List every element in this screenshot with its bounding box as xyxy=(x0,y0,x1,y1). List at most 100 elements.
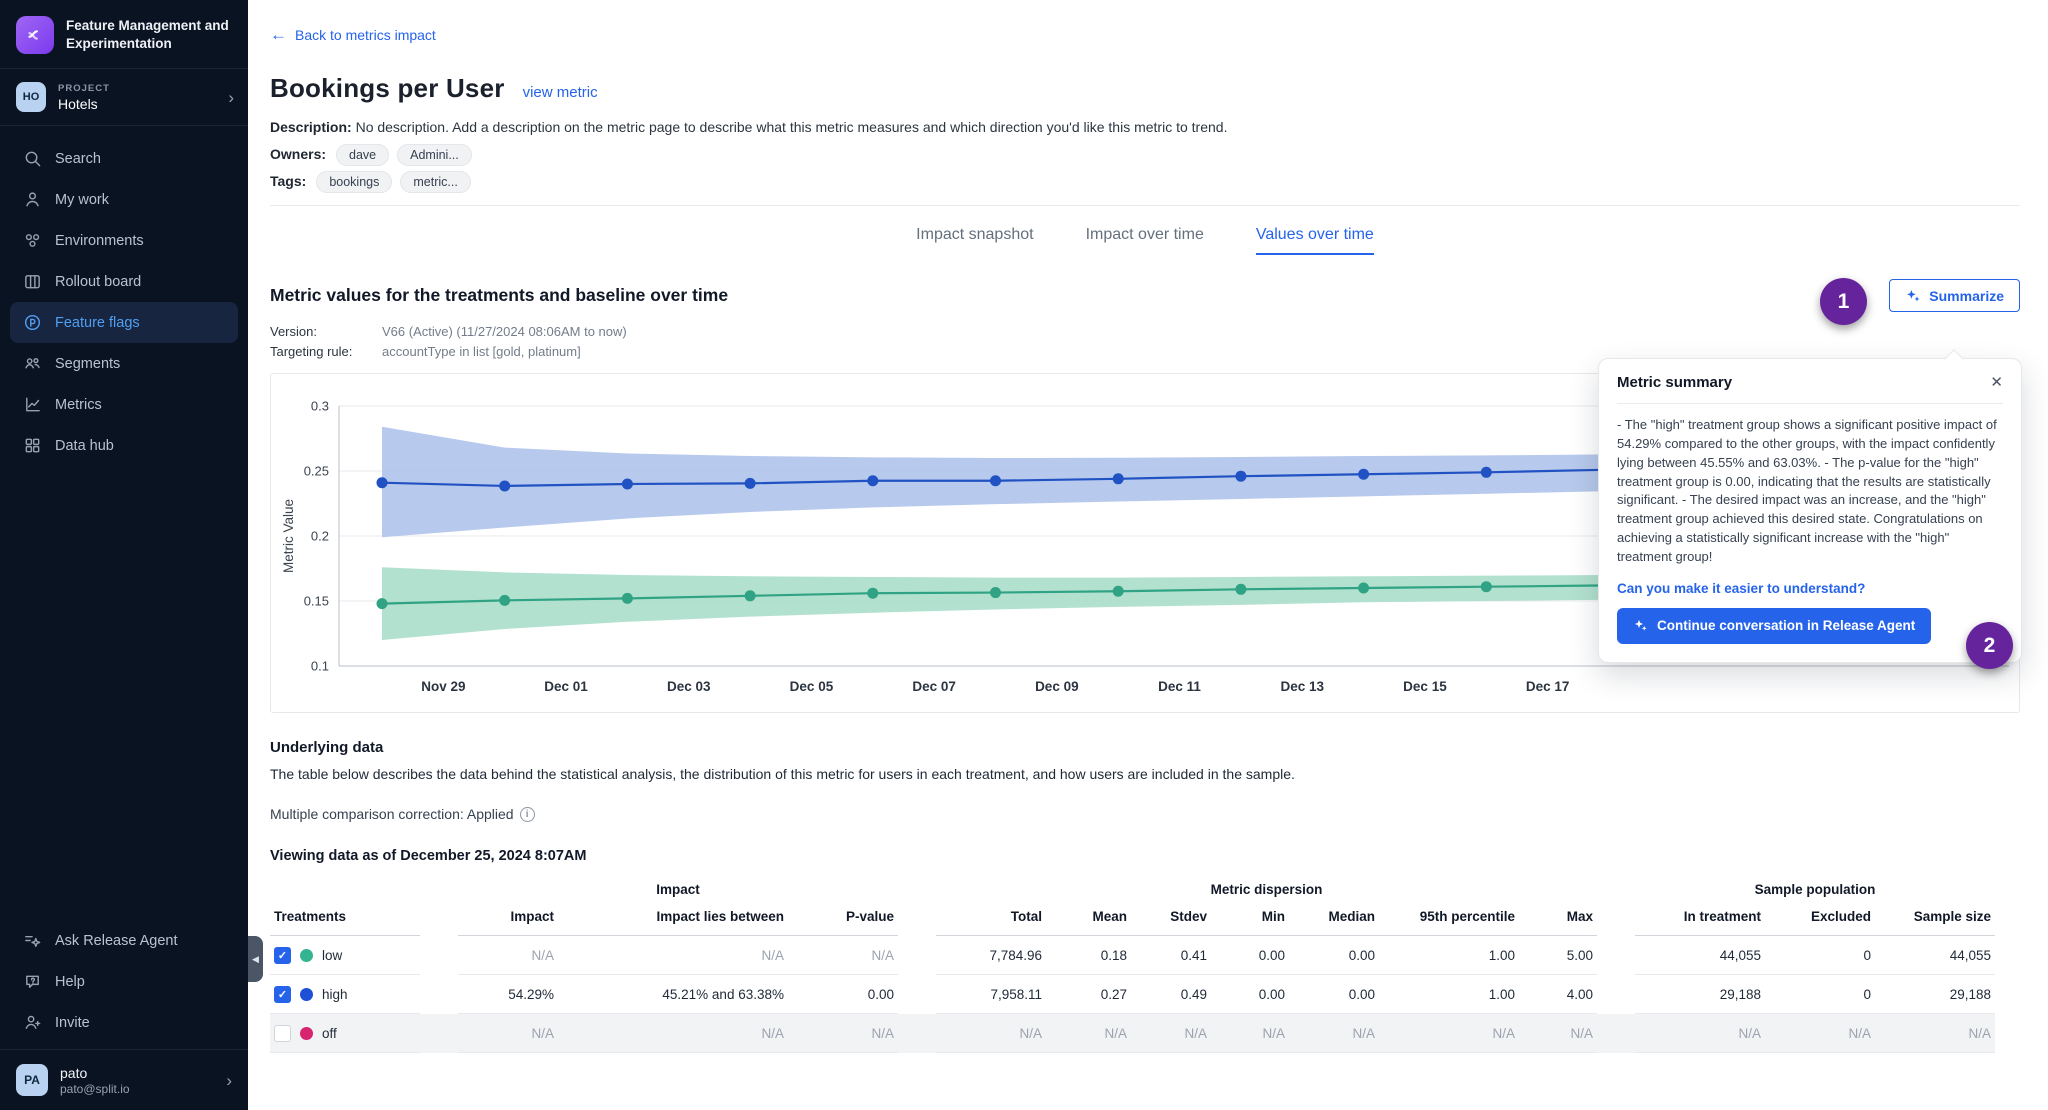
column-header-max: Max xyxy=(1519,909,1597,936)
sidebar-item-my-work[interactable]: My work xyxy=(10,179,238,220)
tag-chip[interactable]: bookings xyxy=(316,171,393,193)
svg-text:0.25: 0.25 xyxy=(304,464,329,479)
close-icon[interactable]: ✕ xyxy=(1990,374,2003,391)
table-cell: 0.18 xyxy=(1046,935,1131,975)
svg-text:Dec 17: Dec 17 xyxy=(1526,679,1570,694)
sidebar-item-search[interactable]: Search xyxy=(10,138,238,179)
divider xyxy=(0,68,248,69)
svg-text:0.1: 0.1 xyxy=(311,659,329,674)
annotation-badge-1: 1 xyxy=(1820,278,1867,325)
divider xyxy=(0,125,248,126)
underlying-data-title: Underlying data xyxy=(270,739,384,756)
project-switcher[interactable]: HO PROJECT Hotels › xyxy=(0,69,248,125)
treatment-name: off xyxy=(322,1025,337,1041)
project-label: PROJECT xyxy=(58,82,110,94)
table-cell: 0 xyxy=(1765,935,1875,975)
easier-to-understand-link[interactable]: Can you make it easier to understand? xyxy=(1617,580,1866,596)
data-hub-icon xyxy=(22,436,42,456)
table-cell: 5.00 xyxy=(1519,935,1597,975)
column-header-in-treatment: In treatment xyxy=(1635,909,1765,936)
sidebar-item-ask-release-agent[interactable]: Ask Release Agent xyxy=(10,920,238,961)
owner-chip[interactable]: Admini... xyxy=(397,144,472,166)
user-menu[interactable]: PA pato pato@split.io › xyxy=(0,1049,248,1110)
treatment-checkbox[interactable]: ✓ xyxy=(274,985,291,1003)
sidebar-item-help[interactable]: Help xyxy=(10,961,238,1002)
sidebar-item-feature-flags[interactable]: Feature flags xyxy=(10,302,238,343)
metrics-icon xyxy=(22,395,42,415)
treatment-color-dot xyxy=(300,987,313,1001)
table-cell: N/A xyxy=(1289,1013,1379,1053)
table-cell: 0.00 xyxy=(1289,974,1379,1014)
tab-impact-snapshot[interactable]: Impact snapshot xyxy=(916,226,1034,243)
sparkles-icon xyxy=(1634,620,1647,631)
sidebar-item-label: Environments xyxy=(55,232,144,249)
sidebar-item-data-hub[interactable]: Data hub xyxy=(10,425,238,466)
version-value: V66 (Active) (11/27/2024 08:06AM to now) xyxy=(382,324,627,339)
treatment-cell: off xyxy=(270,1013,420,1053)
treatment-checkbox[interactable]: ✓ xyxy=(274,946,291,964)
column-header-impact-lies-between: Impact lies between xyxy=(558,909,788,936)
continue-conversation-button[interactable]: Continue conversation in Release Agent xyxy=(1617,607,1932,644)
column-group-impact: Impact xyxy=(656,882,700,897)
table-row-high: ✓ high 54.29% 45.21% and 63.38% 0.00 7,958.11… xyxy=(270,974,1995,1014)
table-cell: 29,188 xyxy=(1875,974,1995,1014)
sidebar-item-segments[interactable]: Segments xyxy=(10,343,238,384)
owner-chip[interactable]: dave xyxy=(336,144,390,166)
column-header-stdev: Stdev xyxy=(1131,909,1211,936)
sidebar-collapse-handle[interactable]: ◀ xyxy=(248,936,263,982)
table-cell: 0.00 xyxy=(1211,935,1289,975)
sidebar-item-invite[interactable]: Invite xyxy=(10,1002,238,1043)
table-cell: N/A xyxy=(1131,1013,1211,1053)
svg-text:Nov 29: Nov 29 xyxy=(421,679,465,694)
ask-agent-icon xyxy=(22,931,42,951)
sidebar-nav: Search My work Environments Rollout board Fe… xyxy=(0,126,248,920)
treatment-checkbox[interactable] xyxy=(274,1024,291,1042)
table-cell: 0.41 xyxy=(1131,935,1211,975)
summarize-label: Summarize xyxy=(1929,287,2004,304)
user-email: pato@split.io xyxy=(60,1081,130,1096)
table-cell: N/A xyxy=(788,935,898,975)
owners-label: Owners: xyxy=(270,146,327,162)
info-icon[interactable]: i xyxy=(519,806,535,822)
svg-text:Dec 05: Dec 05 xyxy=(790,679,834,694)
underlying-data-table: Impact Metric dispersion Sample population… xyxy=(270,882,1995,1053)
description-label: Description: xyxy=(270,119,352,135)
tab-values-over-time[interactable]: Values over time xyxy=(1255,226,1374,255)
table-cell: N/A xyxy=(936,1013,1046,1053)
sidebar-item-metrics[interactable]: Metrics xyxy=(10,384,238,425)
tags-label: Tags: xyxy=(270,173,307,189)
treatment-name: high xyxy=(322,986,348,1002)
table-row-off: off N/A N/A N/A N/A N/A N/A N/A N/A N/A N/A N/A N/A N… xyxy=(270,1013,1995,1053)
table-cell: 45.21% and 63.38% xyxy=(558,974,788,1014)
svg-text:0.3: 0.3 xyxy=(311,399,329,414)
targeting-rule-value: accountType in list [gold, platinum] xyxy=(382,344,581,359)
column-header-min: Min xyxy=(1211,909,1289,936)
svg-text:Metric Value: Metric Value xyxy=(281,499,296,573)
tag-chip[interactable]: metric... xyxy=(400,171,471,193)
svg-text:Dec 15: Dec 15 xyxy=(1403,679,1447,694)
column-header-median: Median xyxy=(1289,909,1379,936)
svg-text:Dec 03: Dec 03 xyxy=(667,679,711,694)
metric-summary-text: - The "high" treatment group shows a sig… xyxy=(1617,417,1997,564)
sidebar-item-environments[interactable]: Environments xyxy=(10,220,238,261)
tab-impact-over-time[interactable]: Impact over time xyxy=(1085,226,1204,243)
version-label: Version: xyxy=(270,324,317,339)
summarize-button[interactable]: Summarize xyxy=(1889,279,2020,312)
sidebar-item-label: Metrics xyxy=(55,396,102,413)
table-cell: 1.00 xyxy=(1379,974,1519,1014)
table-cell: N/A xyxy=(1379,1013,1519,1053)
column-header-mean: Mean xyxy=(1046,909,1131,936)
tab-bar: Impact snapshot Impact over time Values ov… xyxy=(270,226,2020,255)
back-link-label: Back to metrics impact xyxy=(295,26,436,43)
project-name: Hotels xyxy=(58,95,98,112)
sparkles-icon xyxy=(1907,289,1920,302)
description-text: No description. Add a description on the… xyxy=(355,119,1228,135)
table-cell: N/A xyxy=(1765,1013,1875,1053)
table-cell: N/A xyxy=(1875,1013,1995,1053)
invite-icon xyxy=(22,1013,42,1033)
sidebar-item-rollout-board[interactable]: Rollout board xyxy=(10,261,238,302)
back-link[interactable]: ← Back to metrics impact xyxy=(270,26,436,43)
chevron-right-icon: › xyxy=(228,87,234,107)
column-header-excluded: Excluded xyxy=(1765,909,1875,936)
view-metric-link[interactable]: view metric xyxy=(522,84,598,101)
